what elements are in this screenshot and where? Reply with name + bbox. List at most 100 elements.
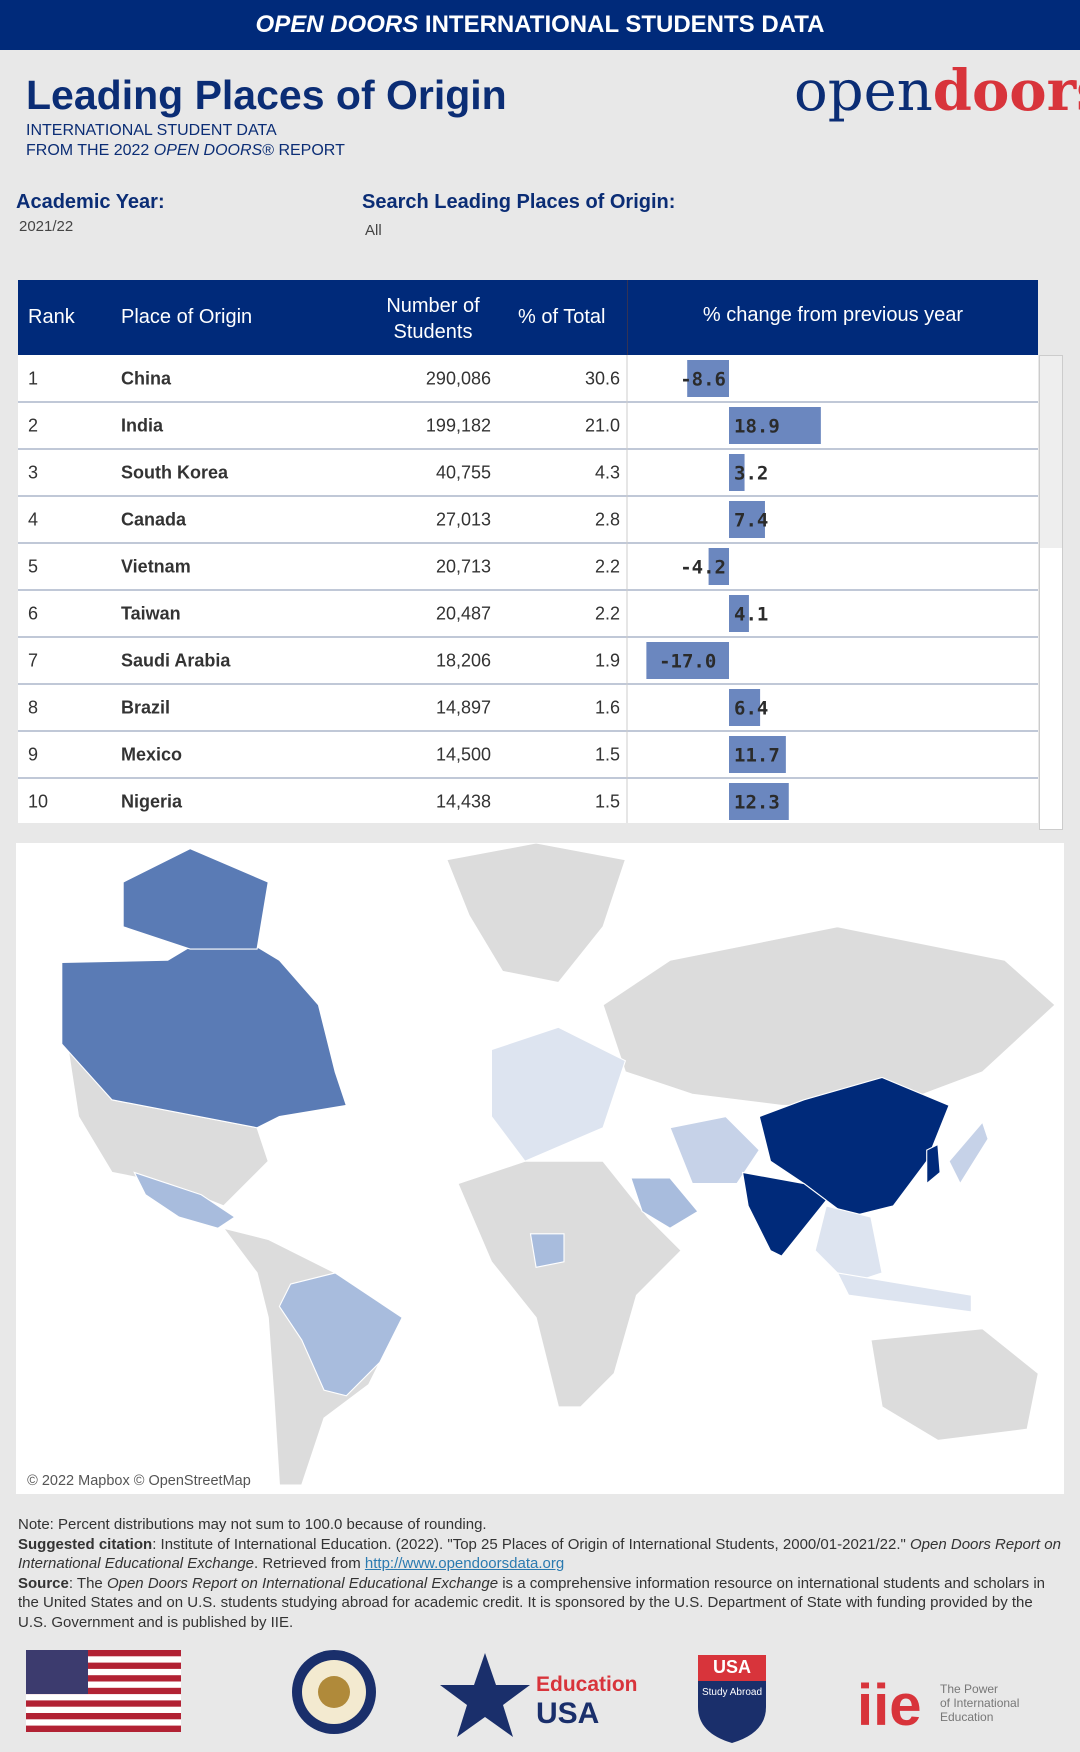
source-italic: Open Doors Report on International Educa… (106, 1574, 499, 1592)
citation-label: Suggested citation (18, 1535, 153, 1553)
change-label: 6.4 (734, 698, 768, 720)
percent-cell: 21.0 (585, 416, 620, 436)
map-attribution[interactable]: © 2022 Mapbox © OpenStreetMap (27, 1473, 251, 1489)
logo-open: open (794, 59, 933, 124)
change-bar (729, 689, 761, 726)
citation-italic: Open Doors Report on International Educa… (18, 1535, 1061, 1573)
table: Rank Place of Origin Number of Students … (18, 280, 1038, 823)
citation-text: . Retrieved from (254, 1555, 361, 1572)
change-label: 7.4 (734, 510, 768, 532)
rank-cell: 6 (28, 604, 38, 624)
iie-logo: iie The Power of International Education (857, 1673, 1019, 1738)
us-flag (26, 1650, 181, 1732)
column-header[interactable]: Rank (28, 306, 75, 328)
banner: OPEN DOORS INTERNATIONAL STUDENTS DATA (0, 0, 1080, 50)
place-cell: Taiwan (121, 604, 181, 624)
subtitle: INTERNATIONAL STUDENT DATA (26, 122, 277, 139)
place-cell: Nigeria (121, 792, 183, 812)
opendoors-logo: opendoors® (794, 58, 1080, 124)
logo-text: USA (713, 1657, 751, 1677)
filter-value[interactable]: All (365, 222, 382, 239)
change-bar (646, 642, 729, 679)
students-cell: 14,500 (436, 745, 491, 765)
change-bar (729, 407, 821, 444)
students-cell: 199,182 (426, 416, 491, 436)
change-label: -17.0 (659, 651, 716, 673)
change-label: 12.3 (734, 792, 780, 814)
rank-cell: 10 (28, 792, 48, 812)
percent-cell: 1.5 (595, 792, 620, 812)
percent-cell: 1.6 (595, 698, 620, 718)
rank-cell: 4 (28, 510, 38, 530)
change-label: 4.1 (734, 604, 768, 626)
change-bar (687, 360, 729, 397)
place-cell: Canada (121, 510, 187, 530)
column-header[interactable]: % change from previous year (627, 280, 1038, 355)
source-text: : The (68, 1574, 103, 1592)
logo-doors: doors (932, 58, 1080, 124)
students-cell: 40,755 (436, 463, 491, 483)
table-header: Rank Place of Origin Number of Students … (18, 280, 1038, 355)
place-cell: China (121, 369, 172, 389)
students-cell: 18,206 (436, 651, 491, 671)
column-header[interactable]: Place of Origin (121, 306, 253, 328)
students-cell: 290,086 (426, 369, 491, 389)
scroll-thumb[interactable] (1040, 356, 1062, 548)
students-cell: 27,013 (436, 510, 491, 530)
logo-text: USA (536, 1697, 599, 1730)
change-label: 18.9 (734, 416, 780, 438)
logo-text: Education (940, 1710, 993, 1724)
banner-italic: OPEN DOORS (255, 11, 419, 38)
percent-cell: 1.5 (595, 745, 620, 765)
subtitle-text: ® REPORT (262, 142, 345, 159)
subtitle-text: FROM THE 2022 (26, 142, 150, 159)
study-abroad-logo: USA Study Abroad (698, 1655, 766, 1743)
place-cell: India (121, 416, 164, 436)
rank-cell: 8 (28, 698, 38, 718)
table-body: 1 China 290,086 30.6 -8.6 2 India 199,182 21.0 18… (18, 355, 1038, 823)
students-cell: 20,713 (436, 557, 491, 577)
percent-cell: 1.9 (595, 651, 620, 671)
change-label: 11.7 (734, 745, 780, 767)
column-header[interactable]: Number of Students (386, 295, 480, 343)
logo-text: of International (940, 1696, 1019, 1710)
logo-text: Study Abroad (702, 1687, 762, 1698)
rank-cell: 7 (28, 651, 38, 671)
change-bar (729, 454, 745, 491)
citation-link[interactable]: http://www.opendoorsdata.org (364, 1555, 565, 1572)
students-cell: 14,438 (436, 792, 491, 812)
place-cell: Vietnam (121, 557, 191, 577)
change-label: -4.2 (680, 557, 726, 579)
logo-text: iie (857, 1673, 922, 1738)
filter-label: Academic Year: (16, 191, 165, 213)
page-title: Leading Places of Origin (26, 72, 507, 118)
banner-text: INTERNATIONAL STUDENTS DATA (424, 11, 825, 38)
change-bar (729, 736, 786, 773)
change-bar (729, 783, 789, 820)
subtitle: FROM THE 2022 OPEN DOORS® REPORT (26, 142, 345, 160)
place-cell: Saudi Arabia (121, 651, 231, 671)
filter-label: Search Leading Places of Origin: (362, 191, 676, 213)
source: Source: The Open Doors Report on Interna… (18, 1574, 1063, 1633)
change-bar (729, 501, 765, 538)
students-cell: 14,897 (436, 698, 491, 718)
place-cell: Mexico (121, 745, 182, 765)
rank-cell: 2 (28, 416, 38, 436)
rank-cell: 5 (28, 557, 38, 577)
logo-text: The Power (940, 1682, 998, 1696)
citation-text: : Institute of International Education. … (152, 1535, 906, 1553)
state-seal (292, 1650, 376, 1734)
filter-value[interactable]: 2021/22 (19, 218, 74, 235)
column-header[interactable]: % of Total (518, 306, 606, 328)
percent-cell: 2.8 (595, 510, 620, 530)
source-text: is a comprehensive information resource … (18, 1574, 1046, 1631)
students-cell: 20,487 (436, 604, 491, 624)
education-usa-logo: Education USA (440, 1653, 638, 1737)
source-label: Source (18, 1574, 69, 1592)
map[interactable]: © 2022 Mapbox © OpenStreetMap (16, 843, 1064, 1494)
logo-text: Education (536, 1673, 638, 1696)
change-bar (708, 548, 729, 585)
notes: Note: Percent distributions may not sum … (18, 1515, 1063, 1632)
percent-cell: 2.2 (595, 604, 620, 624)
